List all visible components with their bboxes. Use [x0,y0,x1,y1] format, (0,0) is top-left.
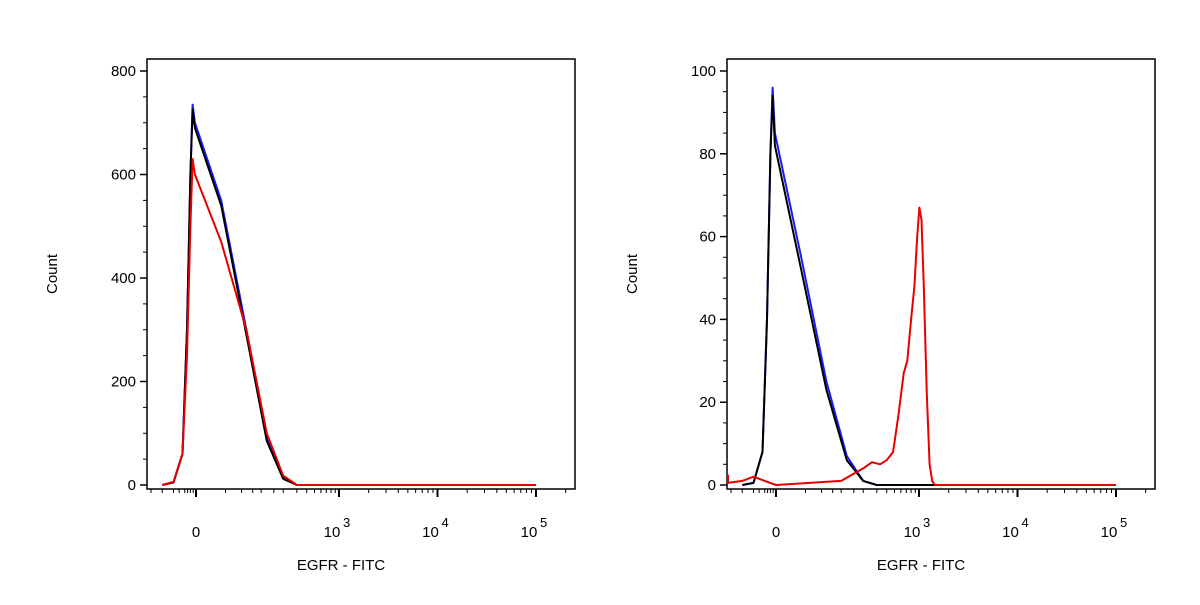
y-axis-label: Count [624,253,641,294]
x-tick-exponent: 3 [343,515,350,530]
y-tick-label: 800 [111,63,136,80]
y-tick-label: 0 [128,477,136,494]
x-tick-exponent: 5 [540,515,547,530]
plot-frame [146,58,576,490]
histogram-series-2 [162,108,536,486]
plot-frame [726,58,1156,490]
x-tick-label: 10 [1101,524,1118,541]
y-tick-label: 200 [111,374,136,391]
x-tick-exponent: 4 [1022,515,1029,530]
histogram-series-1 [742,86,1116,486]
y-tick-label: 100 [691,63,716,80]
x-tick-label: 0 [192,524,200,541]
x-axis-label: EGFR - FITC [297,557,385,574]
x-tick-label: 10 [1002,524,1019,541]
y-tick-label: 400 [111,270,136,287]
histogram-series-3 [727,206,1116,486]
y-tick-label: 60 [699,229,716,246]
y-axis-label: Count [44,253,61,294]
x-tick-label: 0 [772,524,780,541]
histogram-series-3 [162,158,536,486]
histogram-series-2 [742,94,1116,486]
x-tick-exponent: 4 [442,515,449,530]
y-tick-label: 20 [699,394,716,411]
x-tick-exponent: 3 [923,515,930,530]
histogram-series-1 [162,103,536,486]
x-tick-label: 10 [324,524,341,541]
y-tick-label: 80 [699,146,716,163]
y-tick-label: 600 [111,167,136,184]
y-tick-label: 40 [699,311,716,328]
x-axis-label: EGFR - FITC [877,557,965,574]
x-tick-label: 10 [422,524,439,541]
x-tick-label: 10 [521,524,538,541]
x-tick-exponent: 5 [1120,515,1127,530]
x-tick-label: 10 [904,524,921,541]
y-tick-label: 0 [708,477,716,494]
